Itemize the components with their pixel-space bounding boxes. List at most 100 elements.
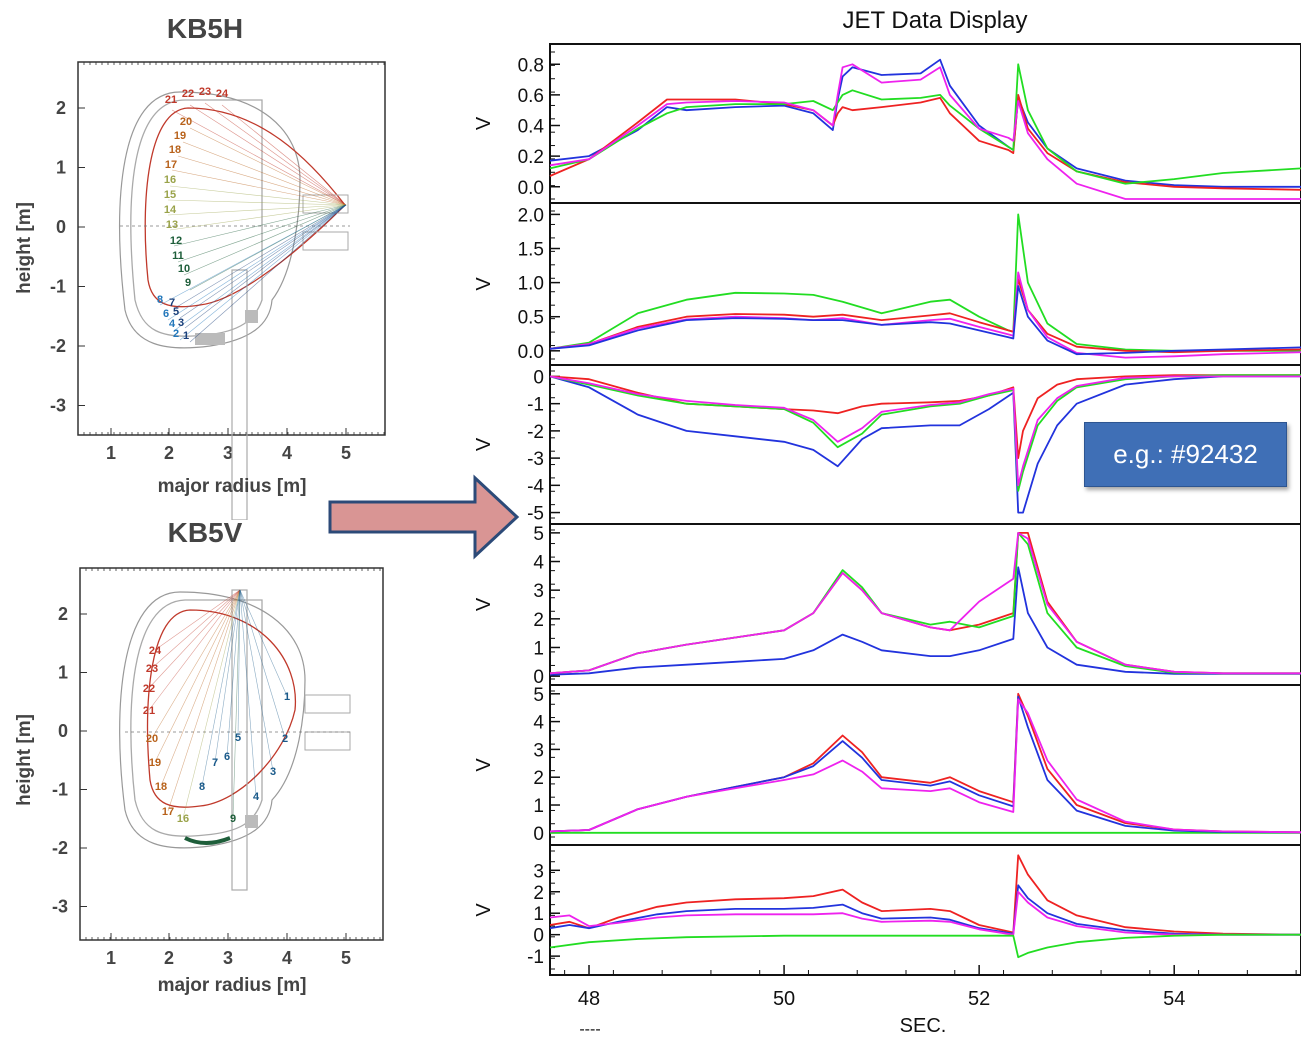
y-axis-label: V xyxy=(473,437,495,451)
y-axis-label: V xyxy=(473,277,495,291)
kb5h-channel-label: 3 xyxy=(178,317,184,329)
kb5v-channel-label: 1 xyxy=(284,691,290,703)
kb5v-channel-label: 17 xyxy=(162,806,174,818)
x-tick-label: 54 xyxy=(1163,988,1185,1010)
x-tick-label: 3 xyxy=(223,948,233,968)
kb5h-channel-label: 15 xyxy=(164,189,176,201)
kb5h-title: KB5H xyxy=(167,13,243,44)
y-tick-label: -1 xyxy=(52,780,68,800)
y-tick-label: 0.8 xyxy=(518,55,544,76)
kb5h-channel-label: 13 xyxy=(166,219,178,231)
kb5v-channel-label: 7 xyxy=(212,757,218,769)
kb5h-channel-label: 8 xyxy=(157,294,163,306)
kb5v-x-axis-label: major radius [m] xyxy=(158,975,307,996)
kb5h-channel-label: 4 xyxy=(169,318,176,330)
x-tick-label: 48 xyxy=(578,988,600,1010)
kb5h-channel-label: 9 xyxy=(185,277,191,289)
kb5v-channel-label: 18 xyxy=(155,781,167,793)
y-tick-label: -1 xyxy=(527,395,544,416)
kb5v-title: KB5V xyxy=(168,517,243,548)
series-line-red xyxy=(549,692,1301,834)
x-tick-label: 1 xyxy=(106,948,116,968)
y-tick-label: 3 xyxy=(533,740,544,761)
series-line-red xyxy=(549,532,1301,675)
y-tick-label: 0 xyxy=(533,926,544,947)
kb5v-y-axis-label: height [m] xyxy=(14,714,35,806)
series-line-green xyxy=(549,63,1301,185)
series-line-magenta xyxy=(549,890,1301,936)
y-tick-label: 2 xyxy=(533,768,544,789)
x-axis: 48 50 52 54 xyxy=(564,965,1297,1010)
chart-x-axis-label: SEC. xyxy=(900,1015,947,1037)
x-tick-label: 2 xyxy=(164,443,174,463)
y-tick-label: 3 xyxy=(533,861,544,882)
x-tick-label: 3 xyxy=(223,443,233,463)
series-line-blue xyxy=(549,884,1301,936)
series-line-red xyxy=(549,854,1301,936)
kb5h-channel-label: 24 xyxy=(216,88,229,100)
x-tick-label: 1 xyxy=(106,443,116,463)
y-tick-label: -2 xyxy=(52,838,68,858)
kb5h-x-axis-label: major radius [m] xyxy=(158,476,307,497)
kb5h-channel-label: 1 xyxy=(183,330,189,342)
series-line-red xyxy=(549,278,1301,354)
chart-panel: 0.0 0.2 0.4 0.6 0.8 V xyxy=(473,43,1301,204)
y-tick-label: 1 xyxy=(56,158,66,178)
y-tick-label: -3 xyxy=(52,897,68,917)
y-tick-label: 0.4 xyxy=(518,117,545,138)
panel-frame xyxy=(549,844,1301,976)
y-tick-label: 1.0 xyxy=(518,274,544,295)
y-axis-label: V xyxy=(473,903,495,917)
y-tick-label: 1 xyxy=(533,904,544,925)
y-tick-label: -4 xyxy=(527,476,544,497)
kb5h-channel-label: 7 xyxy=(169,297,175,309)
kb5v-channel-label: 24 xyxy=(149,645,162,657)
x-tick-label: 52 xyxy=(968,988,990,1010)
kb5h-channel-label: 18 xyxy=(169,144,181,156)
chart-panel: 0 1 2 3 4 5 V xyxy=(473,523,1301,688)
y-tick-label: -2 xyxy=(527,422,544,443)
chart-panel: 0 1 2 3 4 5 V xyxy=(473,684,1301,846)
kb5v-channel-label: 4 xyxy=(253,791,260,803)
y-tick-label: 4 xyxy=(533,713,544,734)
y-tick-label: 0.0 xyxy=(518,342,544,363)
y-tick-label: -2 xyxy=(50,336,66,356)
y-tick-label: -1 xyxy=(50,277,66,297)
jet-data-display-chart: JET Data Display 0.0 0.2 0.4 0.6 0.8 V 0.0 0.5 1… xyxy=(473,7,1301,1038)
y-tick-label: -3 xyxy=(50,396,66,416)
y-tick-label: -1 xyxy=(527,947,544,968)
y-axis-label: V xyxy=(473,116,495,130)
kb5v-channel-label: 16 xyxy=(177,813,189,825)
kb5v-channel-label: 8 xyxy=(199,781,205,793)
panel-frame xyxy=(549,202,1301,366)
kb5h-channel-label: 20 xyxy=(180,116,192,128)
y-tick-label: 1 xyxy=(533,796,544,817)
kb5h-channel-label: 17 xyxy=(165,159,177,171)
series-line-magenta xyxy=(549,271,1301,359)
y-tick-label: 0.2 xyxy=(518,147,544,168)
x-tick-label: 4 xyxy=(282,948,292,968)
panel-frame xyxy=(549,43,1301,204)
y-tick-label: 0.0 xyxy=(518,178,544,199)
x-tick-label: 5 xyxy=(341,443,351,463)
kb5v-lines-of-sight xyxy=(148,589,288,819)
kb5h-channel-label: 5 xyxy=(173,306,179,318)
series-line-green xyxy=(549,374,1301,492)
y-tick-label: 5 xyxy=(533,685,544,706)
y-tick-label: 3 xyxy=(533,581,544,602)
kb5v-channel-label: 19 xyxy=(149,757,161,769)
y-tick-label: -3 xyxy=(527,449,544,470)
kb5v-channel-label: 2 xyxy=(282,733,288,745)
x-tick-label: 4 xyxy=(282,443,292,463)
chart-panel: 0 -1 -2 -3 -4 -5 V xyxy=(473,364,1301,525)
y-tick-label: 2 xyxy=(58,604,68,624)
series-line-magenta xyxy=(549,63,1301,200)
kb5h-channel-label: 23 xyxy=(199,86,211,98)
kb5h-channel-label: 2 xyxy=(173,328,179,340)
